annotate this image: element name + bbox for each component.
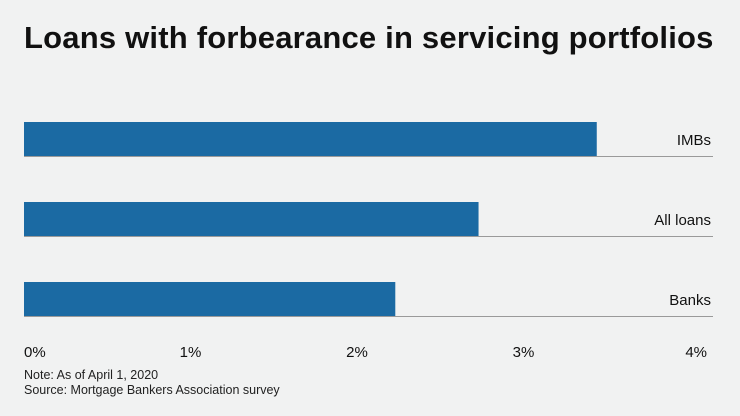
source-text: Source: Mortgage Bankers Association sur… bbox=[24, 383, 280, 397]
category-label: Banks bbox=[669, 292, 711, 309]
x-tick-label: 2% bbox=[346, 344, 368, 361]
note-text: Note: As of April 1, 2020 bbox=[24, 368, 159, 382]
category-label: All loans bbox=[654, 212, 711, 229]
bar-imbs bbox=[24, 122, 597, 156]
x-tick-label: 1% bbox=[180, 344, 202, 361]
category-label: IMBs bbox=[677, 132, 711, 149]
x-tick-label: 4% bbox=[685, 344, 707, 361]
chart-notes: Note: As of April 1, 2020 Source: Mortga… bbox=[24, 368, 280, 398]
bar-all-loans bbox=[24, 202, 479, 236]
x-tick-label: 0% bbox=[24, 344, 46, 361]
bar-banks bbox=[24, 282, 396, 316]
chart-title: Loans with forbearance in servicing port… bbox=[24, 20, 714, 55]
x-tick-label: 3% bbox=[513, 344, 535, 361]
